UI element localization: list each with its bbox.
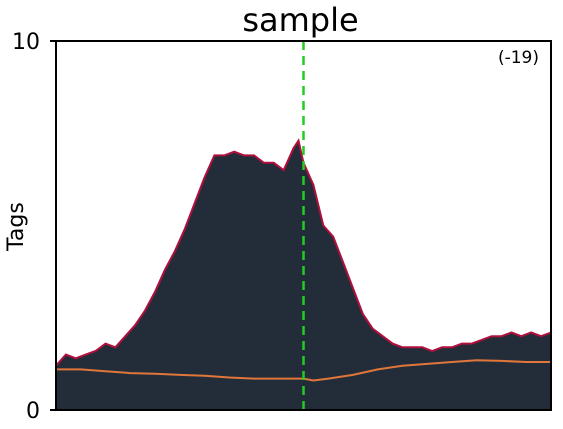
y-tick-label-max: 10 [12, 30, 40, 55]
control-line [56, 359, 551, 382]
annotation-label: (-19) [498, 48, 539, 68]
plot-area [50, 40, 552, 411]
signal-outline [55, 138, 552, 367]
signal-area [56, 140, 551, 410]
chart-title: sample [242, 1, 358, 39]
y-tick-label-min: 0 [26, 399, 40, 424]
plot-frame [55, 40, 552, 411]
y-axis-label: Tags [4, 202, 29, 252]
